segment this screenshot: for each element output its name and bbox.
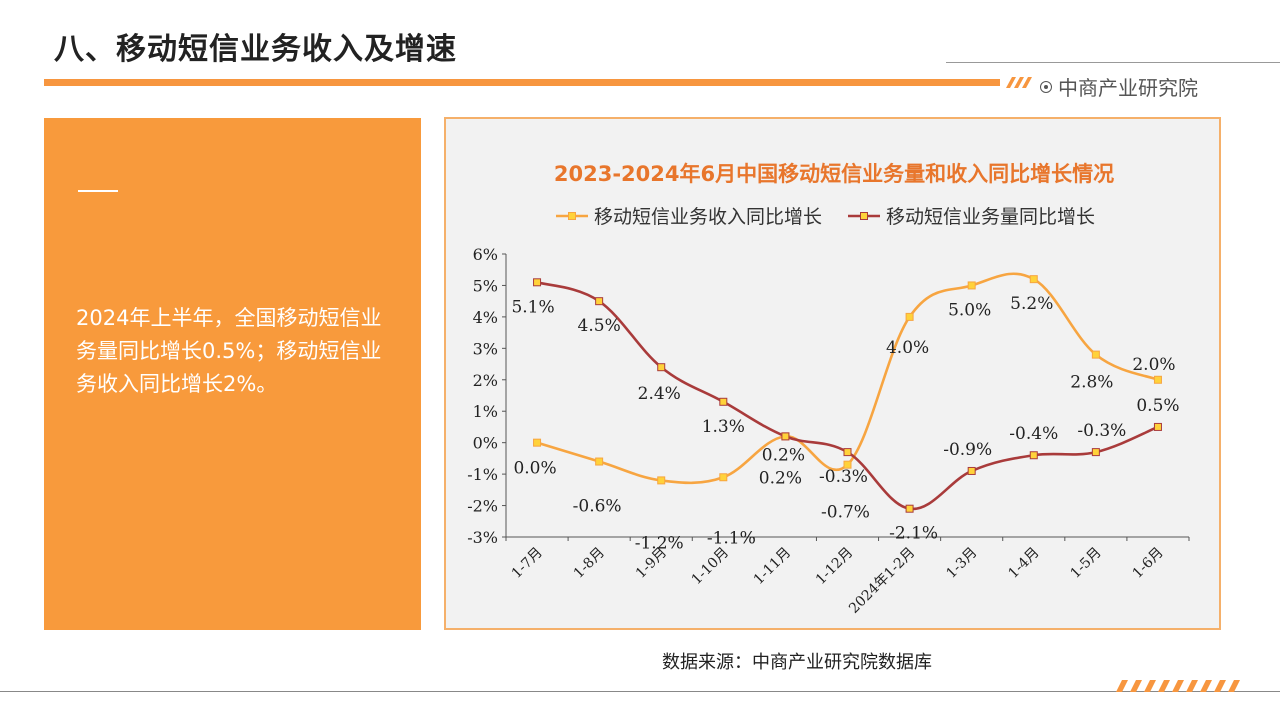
data-label-1: 4.5% [578,316,621,336]
x-tick-label: 1-5月 [1068,545,1105,582]
x-tick-label: 1-8月 [571,545,608,582]
data-point-0 [1029,275,1038,284]
data-point-1 [595,297,604,306]
x-tick-label: 1-4月 [1005,545,1042,582]
data-label-0: 2.8% [1070,373,1113,393]
data-label-0: 4.0% [886,338,929,358]
data-point-1 [1091,448,1100,457]
data-point-0 [719,473,728,482]
x-tick-label: 1-11月 [751,545,794,588]
x-tick-label: 1-6月 [1130,545,1167,582]
data-label-1: -2.1% [889,524,938,544]
brand-name: 中商产业研究院 [1058,76,1198,100]
data-point-1 [905,504,914,513]
data-label-0: 0.0% [513,459,556,479]
data-label-1: -0.4% [1009,424,1058,444]
data-point-0 [1153,375,1162,384]
data-point-1 [1029,451,1038,460]
data-point-1 [781,432,790,441]
y-tick-label: 3% [473,339,498,358]
y-tick-label: -3% [467,528,498,547]
series-line-0 [535,272,1160,485]
data-label-0: -0.6% [573,497,622,517]
legend-marker-1 [860,212,868,220]
page-title: 八、移动短信业务收入及增速 [54,32,457,67]
y-tick-label: 0% [473,434,498,453]
y-tick-label: 4% [473,308,498,327]
y-tick-label: -1% [467,465,498,484]
data-point-0 [843,460,852,469]
data-point-1 [533,278,542,287]
summary-panel: 2024年上半年，全国移动短信业务量同比增长0.5%；移动短信业务收入同比增长2… [44,118,421,630]
data-point-0 [533,438,542,447]
data-point-0 [905,312,914,321]
footer-stripes-decoration [1116,680,1240,692]
data-point-0 [967,281,976,290]
line-chart: 2023-2024年6月中国移动短信业务量和收入同比增长情况移动短信业务收入同比… [467,162,1190,617]
data-label-1: 1.3% [702,417,745,437]
chart-panel: 2023-2024年6月中国移动短信业务量和收入同比增长情况移动短信业务收入同比… [444,117,1221,630]
footer-divider [0,691,1280,692]
data-point-1 [843,448,852,457]
source-note: 数据来源：中商产业研究院数据库 [662,652,932,673]
data-label-1: -0.9% [943,440,992,460]
data-point-0 [595,457,604,466]
summary-text: 2024年上半年，全国移动短信业务量同比增长0.5%；移动短信业务收入同比增长2… [76,306,382,396]
data-label-1: 5.1% [511,297,554,317]
data-label-1: 0.2% [759,468,802,488]
chart-title: 2023-2024年6月中国移动短信业务量和收入同比增长情况 [554,162,1114,186]
data-point-1 [967,466,976,475]
x-tick-label: 2024年1-2月 [846,545,918,617]
data-label-0: 5.2% [1010,294,1053,314]
x-tick-label: 1-10月 [689,545,732,588]
y-tick-label: 1% [473,402,498,421]
legend-label-1: 移动短信业务量同比增长 [886,206,1095,228]
data-label-1: 0.5% [1136,396,1179,416]
data-label-0: -0.7% [821,503,870,523]
data-point-0 [657,476,666,485]
x-tick-label: 1-3月 [943,545,980,582]
y-tick-label: -2% [467,497,498,516]
data-point-1 [719,397,728,406]
data-label-1: -0.3% [1077,421,1126,441]
header-divider [946,62,1280,63]
data-point-1 [657,363,666,372]
data-label-0: -1.1% [707,528,756,548]
brand-dot-icon [1040,80,1052,93]
data-label-0: -1.2% [635,533,684,553]
x-tick-label: 1-7月 [509,545,546,582]
y-tick-label: 5% [473,276,498,295]
x-tick-label: 1-12月 [813,545,856,588]
title-accent-bar [44,79,1000,86]
data-label-1: 2.4% [638,384,681,404]
data-point-1 [1153,422,1162,431]
y-tick-label: 6% [473,245,498,264]
brand-mark: 中商产业研究院 [1040,72,1198,101]
legend-marker-0 [568,212,576,220]
summary-rule [78,190,118,192]
title-stripes-decoration [1006,77,1032,88]
y-tick-label: 2% [473,371,498,390]
data-label-1: -0.3% [819,467,868,487]
data-label-0: 5.0% [948,300,991,320]
legend-label-0: 移动短信业务收入同比增长 [594,206,822,228]
data-label-0: 0.2% [762,445,805,465]
data-point-0 [1091,350,1100,359]
data-label-0: 2.0% [1132,355,1175,375]
